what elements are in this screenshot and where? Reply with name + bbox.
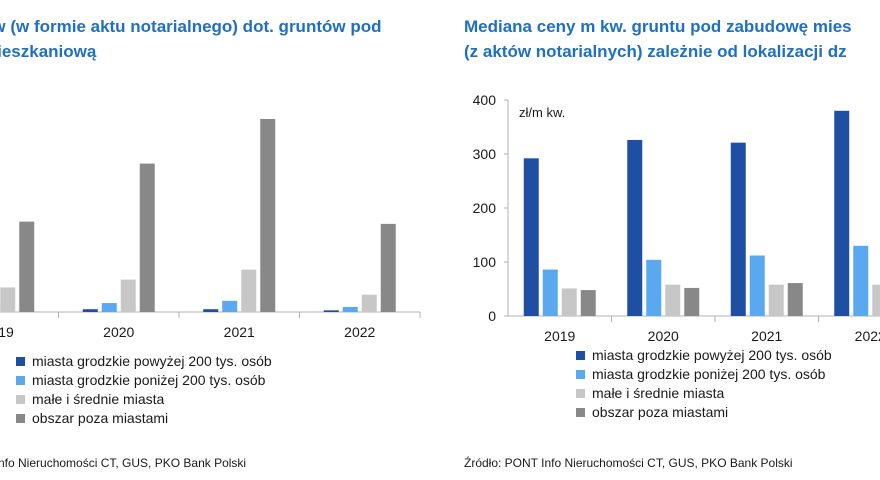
source-note: Źródło: PONT Info Nieruchomości CT, GUS,…: [464, 456, 793, 470]
bar: [323, 310, 339, 312]
legend-swatch: [576, 370, 585, 379]
bar: [665, 284, 681, 316]
x-tick-label: 2021: [751, 328, 782, 344]
legend-item: obszar poza miastami: [576, 403, 832, 422]
chart-title-line: mieszkaniową: [0, 42, 97, 61]
bar: [82, 309, 98, 312]
bar: [561, 288, 577, 316]
legend-label: miasta grodzkie poniżej 200 tys. osób: [592, 366, 826, 382]
legend-label: obszar poza miastami: [592, 404, 729, 420]
chart-title-line: Mediana ceny m kw. gruntu pod zabudowę m…: [464, 17, 852, 36]
x-tick-label: 2019: [0, 324, 14, 340]
legend-item: miasta grodzkie poniżej 200 tys. osób: [576, 365, 832, 384]
bar-chart-left: 2019 2020 2021 2022: [0, 118, 421, 340]
bar: [342, 306, 358, 312]
legend-label: obszar poza miastami: [32, 410, 169, 426]
y-axis-unit-label: zł/m kw.: [519, 105, 565, 120]
chart-title-line: ów (w formie aktu notarialnego) dot. gru…: [0, 17, 382, 36]
legend-swatch: [16, 414, 25, 423]
y-tick-label: 300: [473, 146, 497, 162]
bar: [361, 294, 377, 312]
bar: [120, 279, 136, 312]
bar: [730, 142, 746, 316]
legend-label: miasta grodzkie powyżej 200 tys. osób: [592, 347, 832, 363]
legend-item: miasta grodzkie poniżej 200 tys. osób: [16, 371, 272, 390]
bar: [684, 287, 700, 316]
legend: miasta grodzkie powyżej 200 tys. osób mi…: [16, 352, 272, 428]
bar: [853, 245, 869, 316]
x-tick-label: 2020: [648, 328, 679, 344]
legend-label: miasta grodzkie poniżej 200 tys. osób: [32, 372, 266, 388]
legend-swatch: [16, 357, 25, 366]
bar: [380, 223, 396, 312]
bar: [646, 259, 662, 316]
x-tick-label: 2020: [103, 324, 134, 340]
legend-item: małe i średnie miasta: [576, 384, 832, 403]
bar: [834, 110, 850, 316]
chart-title-line: (z aktów notarialnych) zależnie od lokal…: [464, 42, 847, 61]
bar-chart-right: 0 100 200 300 400 zł/m kw. 2019 2020 2021 2022: [473, 92, 880, 344]
bar: [222, 300, 238, 312]
bar: [241, 269, 257, 312]
y-tick-label: 200: [473, 200, 497, 216]
y-tick-label: 0: [488, 308, 496, 324]
x-tick-label: 2022: [344, 324, 375, 340]
bar: [0, 287, 16, 312]
bar: [523, 158, 539, 316]
legend-item: miasta grodzkie powyżej 200 tys. osób: [576, 346, 832, 365]
bar: [203, 309, 219, 312]
source-note: nfo Nieruchomości CT, GUS, PKO Bank Pols…: [0, 456, 247, 470]
chart-title: ów (w formie aktu notarialnego) dot. gru…: [0, 14, 381, 64]
legend-label: małe i średnie miasta: [32, 391, 165, 407]
bar: [19, 221, 35, 312]
bar: [580, 290, 596, 316]
legend-item: małe i średnie miasta: [16, 390, 272, 409]
legend-item: obszar poza miastami: [16, 409, 272, 428]
legend-swatch: [576, 351, 585, 360]
legend-item: miasta grodzkie powyżej 200 tys. osób: [16, 352, 272, 371]
bar: [139, 163, 155, 312]
bar: [627, 139, 643, 316]
chart-panel-left: ów (w formie aktu notarialnego) dot. gru…: [0, 14, 421, 470]
x-tick-label: 2021: [224, 324, 255, 340]
legend-swatch: [576, 408, 585, 417]
bar: [542, 269, 558, 316]
bar: [260, 118, 276, 313]
chart-panel-right: Mediana ceny m kw. gruntu pod zabudowę m…: [452, 0, 880, 480]
x-tick-label: 2022: [855, 328, 880, 344]
legend: miasta grodzkie powyżej 200 tys. osób mi…: [576, 346, 832, 422]
bar: [872, 284, 880, 316]
bar: [768, 284, 784, 316]
x-tick-label: 2019: [544, 328, 575, 344]
bar: [101, 303, 117, 312]
legend-label: małe i średnie miasta: [592, 385, 725, 401]
legend-swatch: [16, 376, 25, 385]
y-tick-label: 100: [473, 254, 497, 270]
chart-title: Mediana ceny m kw. gruntu pod zabudowę m…: [464, 14, 852, 64]
legend-swatch: [16, 395, 25, 404]
bar: [787, 283, 803, 316]
legend-label: miasta grodzkie powyżej 200 tys. osób: [32, 353, 272, 369]
legend-swatch: [576, 389, 585, 398]
y-tick-label: 400: [473, 92, 497, 108]
bar: [749, 255, 765, 316]
